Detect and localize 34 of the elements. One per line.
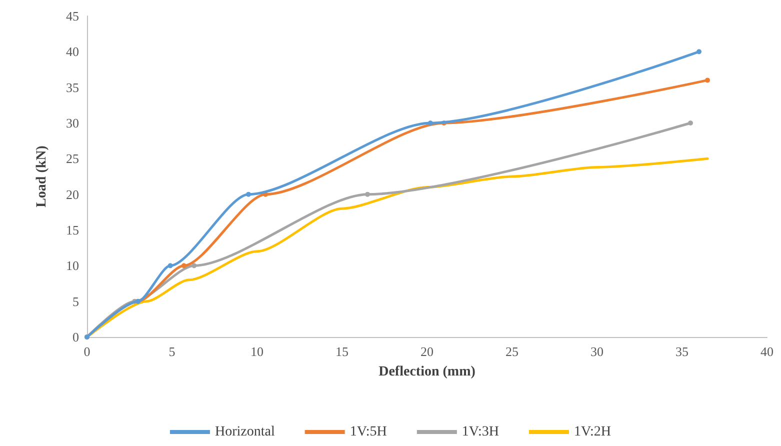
y-tick-label: 5	[72, 294, 79, 309]
y-tick-label: 0	[72, 330, 79, 344]
y-axis-title: Load (kN)	[34, 145, 50, 208]
x-tick-label: 35	[676, 344, 688, 359]
point	[181, 263, 186, 268]
legend-label: 1V:3H	[462, 424, 499, 440]
x-axis-title: Deflection (mm)	[378, 364, 476, 380]
point	[696, 49, 702, 54]
point	[705, 78, 710, 83]
x-tick-label: 30	[590, 344, 604, 359]
y-tick-label: 45	[66, 8, 79, 24]
x-tick-label: 40	[760, 344, 774, 359]
legend-label: Horizontal	[214, 424, 275, 440]
point	[365, 192, 370, 197]
point	[192, 263, 197, 268]
y-tick-label: 10	[66, 258, 79, 274]
point	[168, 263, 173, 268]
x-tick-label: 15	[336, 344, 348, 359]
x-tick-label: 5	[168, 344, 176, 359]
legend-label: 1V:2H	[574, 424, 612, 440]
y-tick-label: 20	[66, 186, 79, 202]
y-tick-label: 35	[66, 80, 79, 95]
point	[688, 120, 693, 126]
y-tick-label: 40	[66, 44, 79, 60]
x-tick-label: 10	[250, 344, 264, 359]
y-tick-label: 15	[66, 222, 79, 238]
y-tick-label: 30	[66, 116, 79, 130]
point	[428, 120, 433, 126]
y-tick-label: 25	[66, 151, 79, 166]
x-tick-label: 25	[506, 344, 518, 359]
x-tick-label: 0	[84, 344, 90, 359]
point	[246, 192, 251, 197]
x-tick-label: 20	[420, 344, 434, 359]
legend-label: 1V:5H	[350, 424, 387, 440]
